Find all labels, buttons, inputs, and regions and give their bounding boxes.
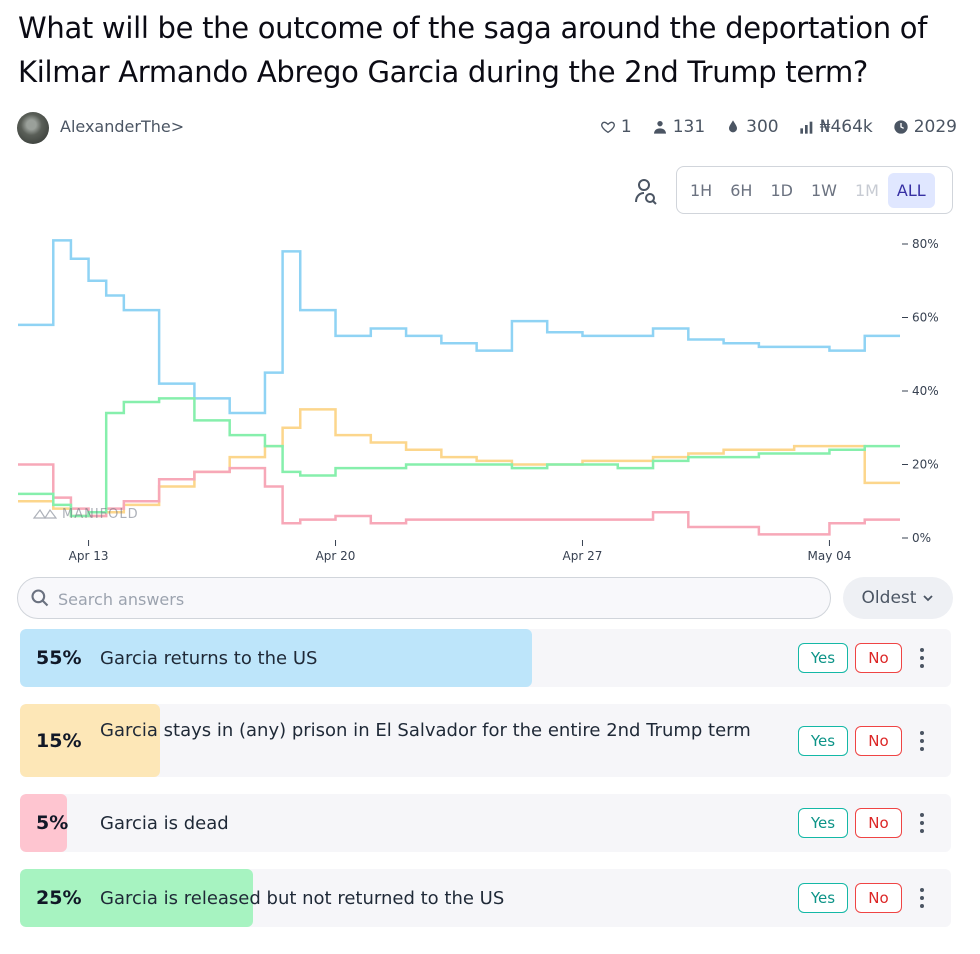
traders-stat: 131 [652, 117, 705, 137]
market-meta-row: AlexanderThe> 1 131 300 ₦464k 2029 [17, 112, 957, 146]
volume-stat: ₦464k [799, 117, 873, 137]
heart-icon [600, 121, 615, 134]
answer-probability-bar [20, 704, 160, 777]
answer-percent: 15% [36, 730, 82, 752]
answer-search-bar[interactable] [17, 577, 831, 620]
range-1d[interactable]: 1D [770, 180, 793, 200]
range-1m: 1M [854, 180, 879, 200]
chart-x-axis: Apr 13 Apr 20 Apr 27 May 04 [69, 540, 851, 563]
market-stats: 1 131 300 ₦464k 2029 [600, 117, 957, 137]
more-options-icon[interactable] [913, 811, 931, 835]
time-range-selector: 1H 6H 1D 1W 1M ALL [676, 166, 953, 214]
x-tick-label: Apr 27 [563, 549, 603, 563]
x-tick-label: May 04 [807, 549, 851, 563]
liquidity-amount: 300 [746, 117, 779, 137]
answer-row[interactable]: 15% Garcia stays in (any) prison in El S… [20, 704, 951, 777]
range-6h[interactable]: 6H [730, 180, 753, 200]
answer-probability-bar [20, 629, 532, 687]
y-tick-label: 20% [912, 458, 939, 472]
droplet-icon [729, 120, 738, 133]
creator-name[interactable]: AlexanderThe> [60, 117, 185, 136]
more-options-icon[interactable] [913, 886, 931, 910]
more-options-icon[interactable] [913, 646, 931, 670]
close-date-stat: 2029 [893, 117, 957, 137]
bar-chart-icon [799, 121, 812, 134]
x-tick-label: Apr 20 [316, 549, 356, 563]
answer-text: Garcia stays in (any) prison in El Salva… [100, 720, 751, 741]
y-tick-label: 40% [912, 384, 939, 398]
probability-chart[interactable]: 80%60%40%20%0% Apr 13 Apr 20 Apr 27 May 04 … [0, 232, 960, 572]
chart-series-layer [18, 239, 900, 536]
more-options-icon[interactable] [913, 729, 931, 753]
answer-text: Garcia is dead [100, 813, 229, 834]
buy-no-button[interactable]: No [855, 726, 902, 756]
series-line [18, 397, 900, 518]
range-all[interactable]: ALL [887, 172, 935, 208]
buy-yes-button[interactable]: Yes [798, 643, 848, 673]
likes-stat[interactable]: 1 [600, 117, 632, 137]
liquidity-stat: 300 [725, 117, 779, 137]
answer-row[interactable]: 55% Garcia returns to the US Yes No [20, 629, 951, 687]
close-year: 2029 [913, 117, 957, 137]
answer-row[interactable]: 25% Garcia is released but not returned … [20, 869, 951, 927]
answer-probability-bar [20, 794, 67, 852]
y-tick-label: 60% [912, 311, 939, 325]
answer-probability-bar [20, 869, 253, 927]
buy-yes-button[interactable]: Yes [798, 726, 848, 756]
question-title: What will be the outcome of the saga aro… [18, 11, 928, 89]
y-tick-label: 80% [912, 237, 939, 251]
volume-amount: ₦464k [819, 117, 873, 137]
y-tick-label: 0% [912, 531, 931, 545]
search-answers-input[interactable] [56, 578, 820, 620]
user-search-icon[interactable] [634, 178, 658, 206]
buy-yes-button[interactable]: Yes [798, 883, 848, 913]
buy-no-button[interactable]: No [855, 808, 902, 838]
answer-row[interactable]: 5% Garcia is dead Yes No [20, 794, 951, 852]
traders-count: 131 [672, 117, 706, 137]
answer-text: Garcia is released but not returned to t… [100, 888, 505, 909]
series-line [18, 239, 900, 415]
chevron-down-icon [923, 595, 934, 602]
manifold-logo-icon [32, 508, 58, 520]
answer-percent: 25% [36, 887, 82, 909]
buy-no-button[interactable]: No [855, 883, 902, 913]
answer-percent: 55% [36, 647, 82, 669]
series-line [18, 408, 900, 518]
sort-label: Oldest [861, 588, 917, 608]
range-1w[interactable]: 1W [810, 180, 837, 200]
answer-text: Garcia returns to the US [100, 648, 318, 669]
buy-yes-button[interactable]: Yes [798, 808, 848, 838]
range-1h[interactable]: 1H [690, 180, 713, 200]
user-icon [653, 121, 666, 134]
creator-avatar[interactable] [17, 112, 49, 144]
x-tick-label: Apr 13 [69, 549, 109, 563]
series-line [18, 463, 900, 536]
clock-icon [894, 120, 908, 134]
likes-count: 1 [620, 117, 632, 137]
sort-dropdown[interactable]: Oldest [843, 577, 953, 619]
manifold-watermark: MANIFOLD [32, 507, 139, 522]
answer-percent: 5% [36, 812, 69, 834]
buy-no-button[interactable]: No [855, 643, 902, 673]
watermark-text: MANIFOLD [62, 507, 139, 522]
search-icon [31, 589, 49, 607]
chart-y-axis: 80% 60% 40% 20% 0% [902, 237, 939, 545]
